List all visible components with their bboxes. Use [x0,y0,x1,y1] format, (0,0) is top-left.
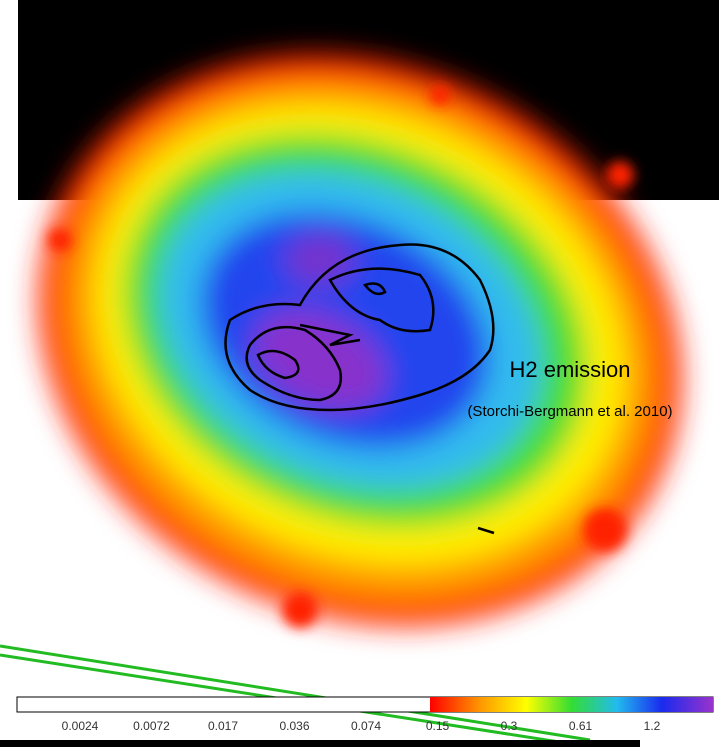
colorbar-ticks: 0.0024 0.0072 0.017 0.036 0.074 0.15 0.3 0.61 1.… [62,719,661,733]
colorbar-tick-label: 0.0024 [62,719,99,733]
annotation-title: H2 emission [509,357,630,382]
figure: 1 arcsec H2 emission (Storchi-Bergmann e… [0,0,719,747]
annotation-citation: (Storchi-Bergmann et al. 2010) [467,403,672,420]
colorbar-tick-label: 0.61 [569,719,593,733]
scale-bar-label: 1 arcsec [550,59,641,86]
colorbar-tick-label: 1.2 [644,719,661,733]
colorbar-tick-label: 0.0072 [133,719,170,733]
colorbar-tick-label: 0.017 [208,719,238,733]
colorbar [430,697,713,712]
colorbar-tick-label: 0.074 [351,719,381,733]
colorbar-tick-label: 0.036 [279,719,309,733]
bottom-band [0,740,640,747]
background-edge [0,0,18,200]
colorbar-tick-label: 0.3 [501,719,518,733]
colorbar-tick-label: 0.15 [426,719,450,733]
